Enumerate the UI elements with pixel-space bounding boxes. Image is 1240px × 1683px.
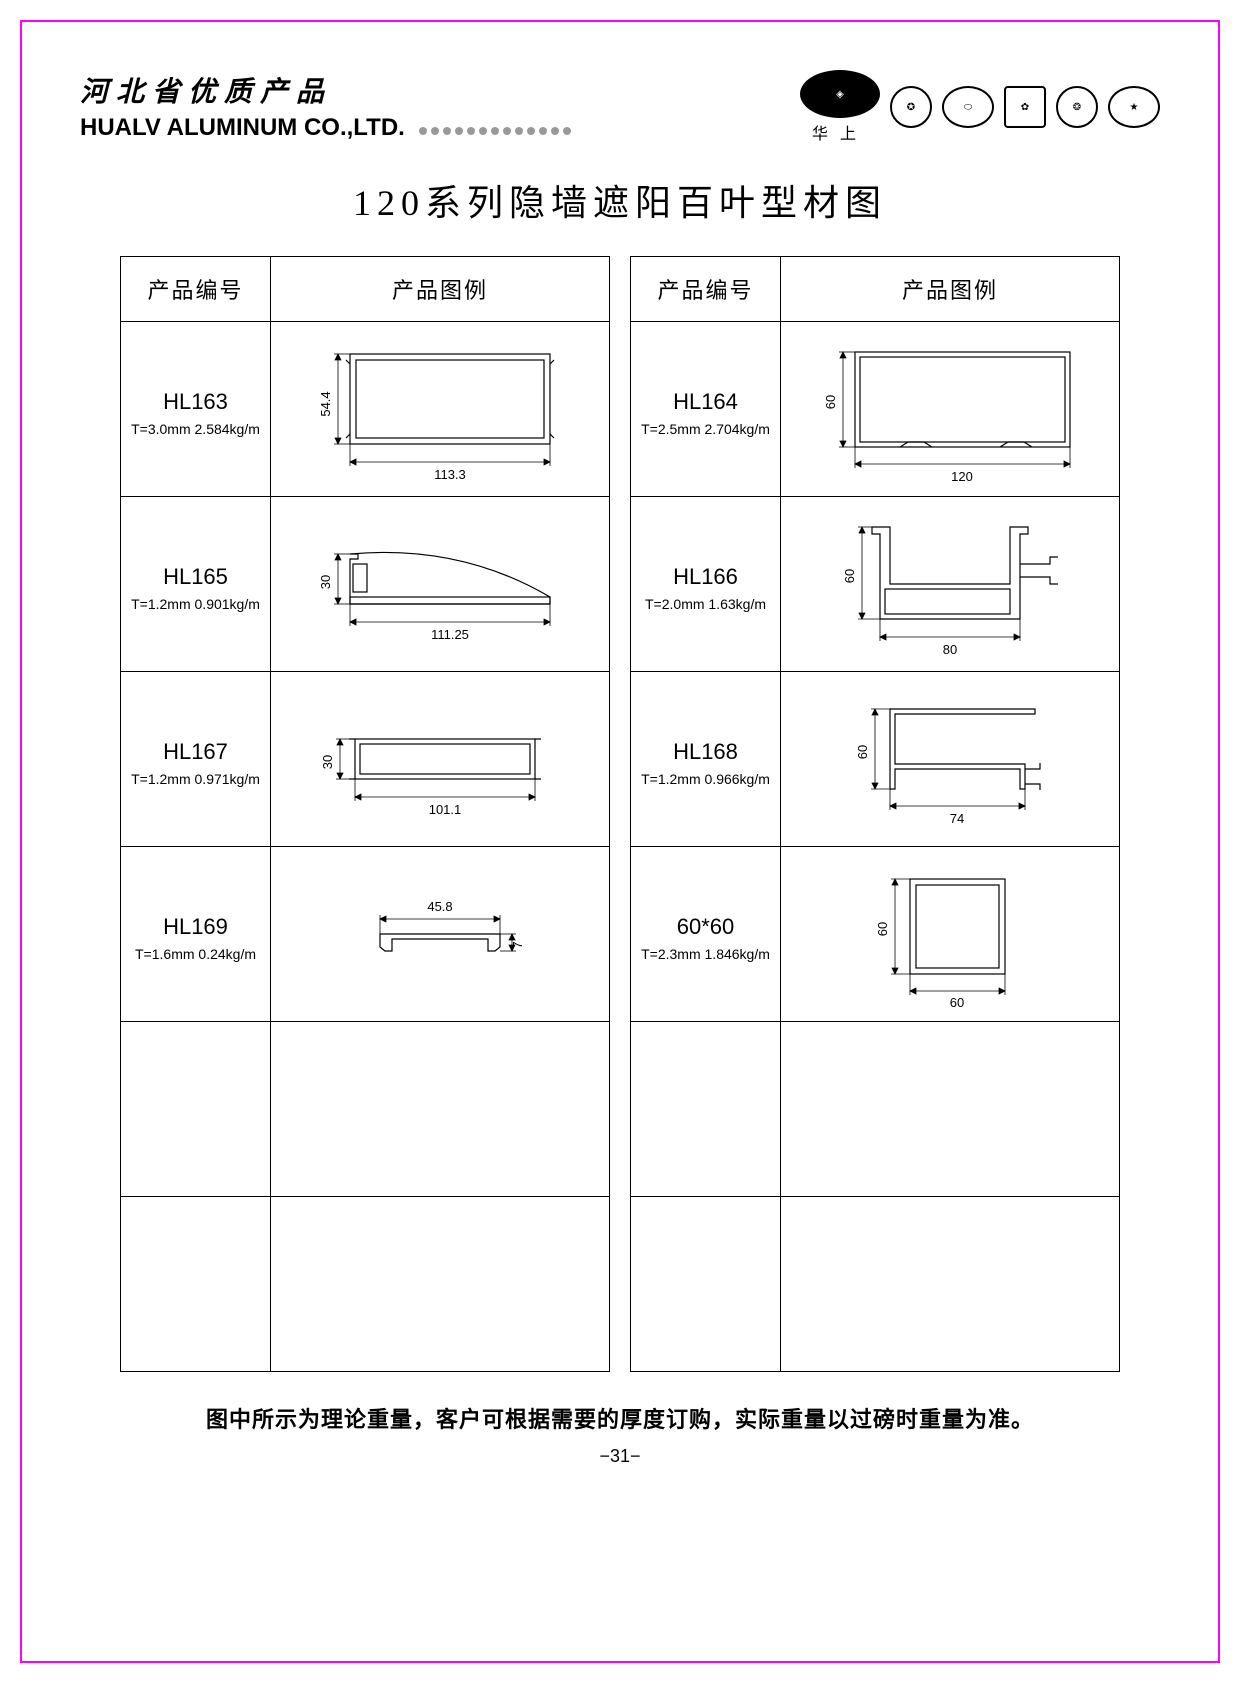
page-border [20,20,1220,1663]
